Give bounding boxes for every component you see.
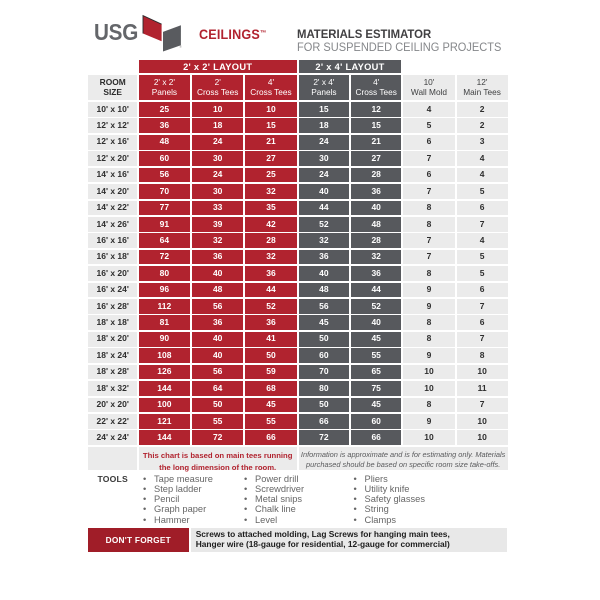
svg-text:®: ® [179,45,182,49]
